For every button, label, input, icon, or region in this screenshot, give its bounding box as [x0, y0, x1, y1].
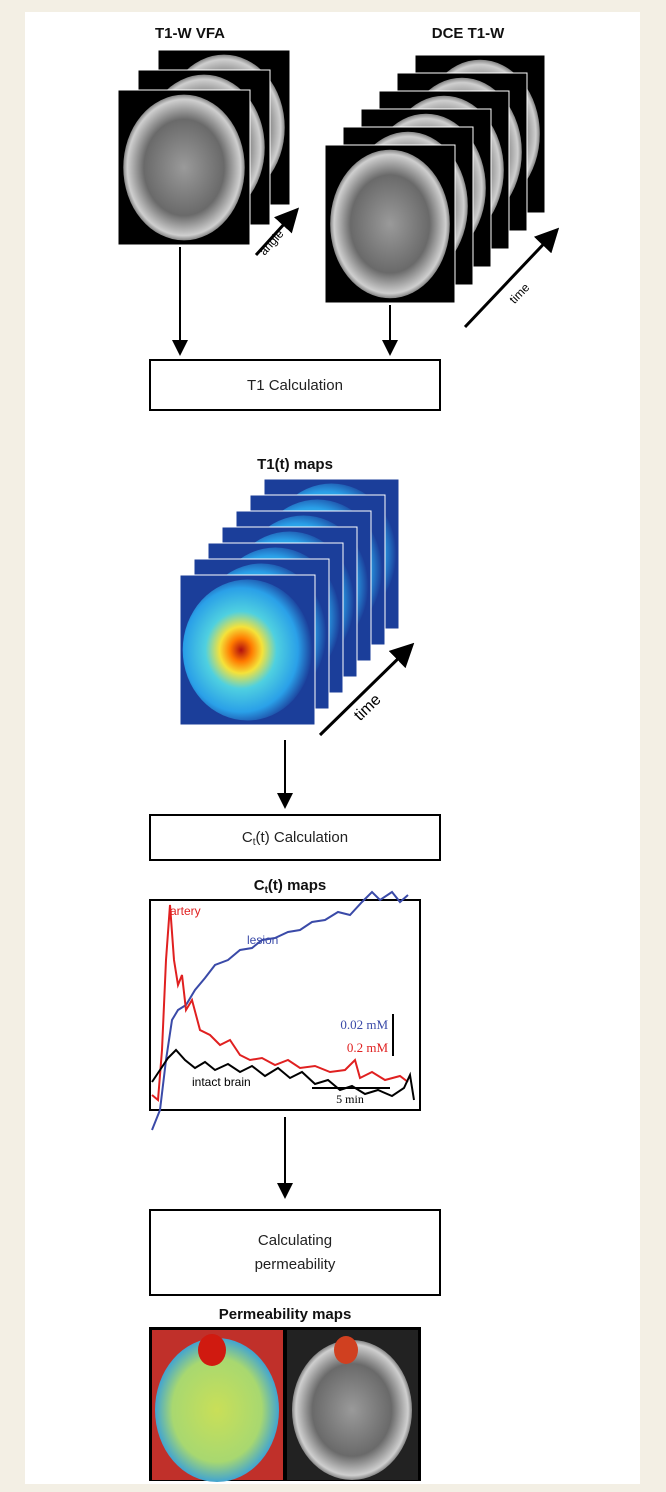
scale-label: 0.02 mM — [340, 1017, 388, 1032]
plot-frame — [150, 900, 420, 1110]
section-title: T1(t) maps — [257, 456, 333, 473]
scale-label: 0.2 mM — [347, 1040, 389, 1055]
permeability-images — [150, 1328, 420, 1482]
page: {"header": {"left_title": "T1-W VFA", "r… — [0, 0, 666, 1492]
curve-plot: artery lesion 0.02 mM 0.2 mM intact brai… — [150, 892, 420, 1130]
step-box — [150, 1210, 440, 1295]
section-title: Permeability maps — [219, 1306, 352, 1323]
curve-label: intact brain — [192, 1075, 251, 1089]
step-label: permeability — [255, 1256, 336, 1273]
brain-image — [330, 150, 450, 299]
step-label: Calculating — [258, 1232, 332, 1249]
curve-label: artery — [170, 904, 201, 918]
map-image — [183, 580, 313, 721]
scale-label: 5 min — [336, 1092, 364, 1106]
step-label: Ct(t) Calculation — [242, 829, 348, 848]
right-title: DCE T1-W — [432, 25, 505, 42]
title-main: C — [254, 877, 265, 894]
step-label-main: C — [242, 829, 253, 846]
step-label: T1 Calculation — [247, 377, 343, 394]
curve-label: lesion — [247, 933, 278, 947]
overlay-hotspot — [334, 1336, 358, 1364]
left-title: T1-W VFA — [155, 25, 225, 42]
brain-image — [123, 95, 244, 241]
title-rest: (t) maps — [268, 877, 326, 894]
step-label-rest: (t) Calculation — [256, 829, 349, 846]
perm-hotspot — [198, 1334, 226, 1366]
diagram: T1-W VFA DCE T1-W angle time T1 Calculat… — [0, 0, 666, 1492]
